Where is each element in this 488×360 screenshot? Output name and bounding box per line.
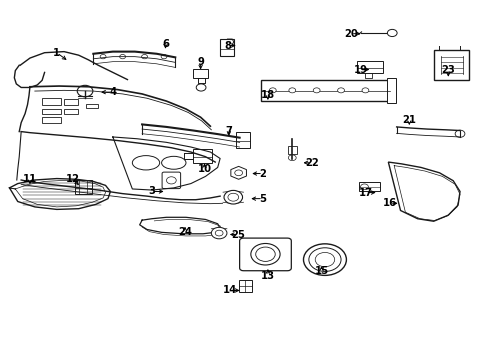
Circle shape	[224, 190, 242, 204]
Text: 23: 23	[441, 64, 454, 75]
FancyBboxPatch shape	[162, 172, 180, 189]
Circle shape	[386, 30, 396, 37]
FancyBboxPatch shape	[64, 109, 78, 114]
Circle shape	[227, 193, 238, 201]
Ellipse shape	[161, 156, 185, 169]
FancyBboxPatch shape	[358, 182, 379, 192]
Text: 6: 6	[162, 39, 169, 49]
Text: 20: 20	[343, 29, 357, 39]
Text: 13: 13	[261, 271, 274, 281]
Circle shape	[303, 244, 346, 275]
Text: 19: 19	[353, 64, 367, 75]
FancyBboxPatch shape	[386, 78, 395, 103]
Ellipse shape	[132, 156, 159, 170]
Text: 14: 14	[223, 285, 237, 296]
Text: 7: 7	[225, 126, 232, 135]
FancyBboxPatch shape	[356, 60, 383, 73]
Circle shape	[120, 54, 125, 59]
Text: 1: 1	[53, 48, 60, 58]
FancyBboxPatch shape	[236, 132, 249, 148]
Text: 3: 3	[148, 186, 155, 197]
FancyBboxPatch shape	[220, 39, 233, 56]
Circle shape	[308, 248, 340, 271]
Circle shape	[288, 155, 296, 161]
Circle shape	[211, 227, 226, 239]
Circle shape	[234, 170, 242, 176]
FancyBboxPatch shape	[287, 145, 296, 154]
Circle shape	[250, 243, 280, 265]
Text: 25: 25	[231, 230, 245, 239]
Circle shape	[337, 88, 344, 93]
Text: 22: 22	[305, 158, 318, 168]
FancyBboxPatch shape	[239, 238, 291, 271]
Text: 16: 16	[382, 198, 396, 208]
Text: 21: 21	[402, 115, 415, 125]
Circle shape	[255, 247, 275, 261]
Text: 9: 9	[197, 57, 203, 67]
FancyBboxPatch shape	[192, 149, 212, 163]
Text: 5: 5	[259, 194, 266, 204]
Text: 4: 4	[109, 87, 116, 97]
Text: 12: 12	[66, 174, 80, 184]
Circle shape	[215, 230, 223, 236]
Circle shape	[166, 177, 176, 184]
Circle shape	[315, 252, 334, 267]
Circle shape	[77, 85, 93, 97]
FancyBboxPatch shape	[261, 80, 389, 101]
FancyBboxPatch shape	[238, 280, 252, 292]
Circle shape	[288, 88, 295, 93]
Circle shape	[142, 54, 147, 59]
Text: 17: 17	[358, 188, 372, 198]
Text: 11: 11	[23, 174, 37, 184]
FancyBboxPatch shape	[193, 69, 207, 78]
Circle shape	[361, 88, 368, 93]
Text: 10: 10	[197, 164, 211, 174]
FancyBboxPatch shape	[42, 98, 61, 105]
Circle shape	[161, 54, 166, 59]
FancyBboxPatch shape	[433, 50, 468, 80]
Circle shape	[360, 184, 367, 190]
Circle shape	[313, 88, 320, 93]
Circle shape	[196, 84, 205, 91]
FancyBboxPatch shape	[75, 180, 92, 194]
Text: 18: 18	[260, 90, 274, 100]
Circle shape	[269, 88, 276, 93]
FancyBboxPatch shape	[86, 104, 98, 108]
Text: 15: 15	[314, 266, 328, 276]
Polygon shape	[387, 162, 459, 221]
Text: 24: 24	[178, 227, 192, 237]
Polygon shape	[230, 166, 246, 179]
Text: 8: 8	[224, 41, 230, 50]
FancyBboxPatch shape	[64, 99, 78, 105]
Text: 2: 2	[259, 168, 266, 179]
Circle shape	[454, 130, 464, 137]
Circle shape	[100, 54, 106, 59]
FancyBboxPatch shape	[42, 117, 61, 123]
FancyBboxPatch shape	[42, 109, 61, 114]
